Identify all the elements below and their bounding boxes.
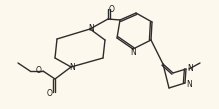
Text: O: O (47, 89, 53, 98)
Text: O: O (36, 66, 42, 74)
Text: N: N (130, 48, 136, 56)
Text: N: N (69, 63, 75, 72)
Text: N: N (186, 79, 192, 89)
Text: N: N (88, 24, 94, 33)
Text: N: N (187, 64, 193, 72)
Text: O: O (109, 5, 115, 14)
